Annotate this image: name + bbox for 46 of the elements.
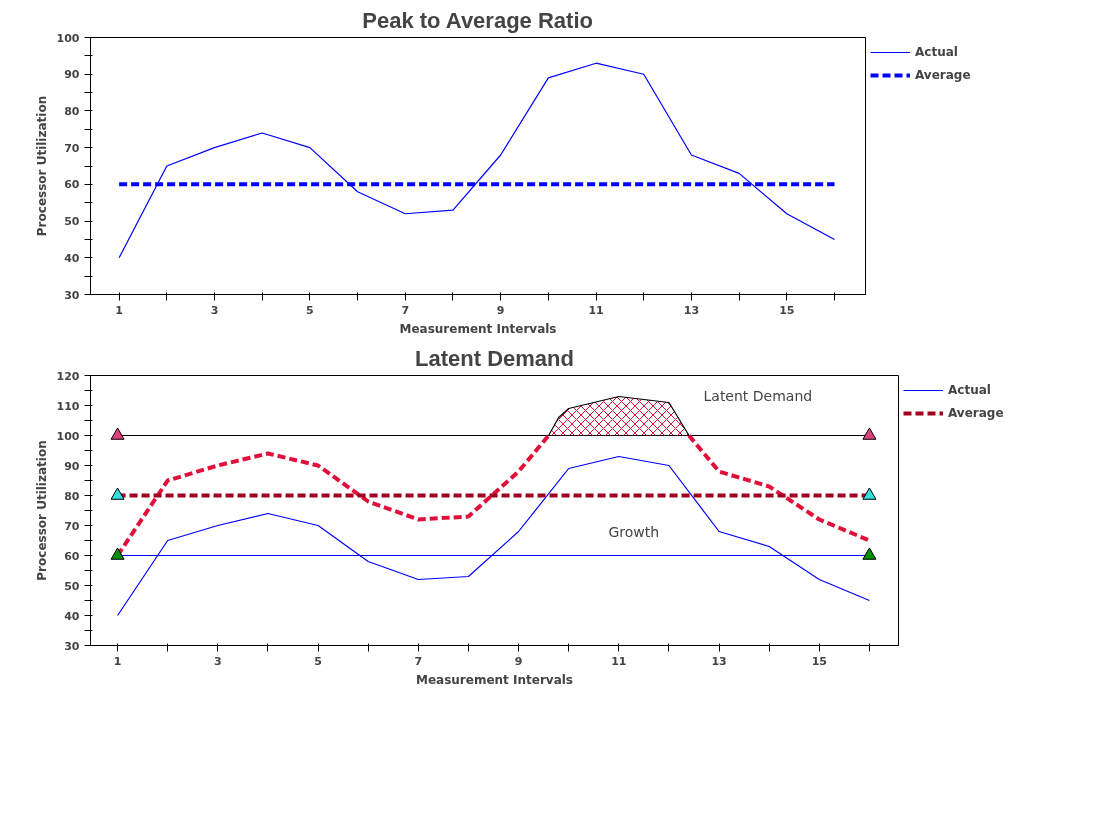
y-tick-label: 80 bbox=[64, 489, 80, 503]
x-axis-title: Measurement Intervals bbox=[416, 672, 573, 687]
y-axis-title: Processor Utilization bbox=[34, 440, 49, 581]
x-tick-label: 3 bbox=[213, 654, 222, 668]
chart-title: Latent Demand bbox=[415, 345, 574, 371]
y-tick-label: 100 bbox=[56, 429, 80, 443]
x-tick-label: 9 bbox=[496, 303, 505, 317]
x-tick-label: 11 bbox=[588, 303, 604, 317]
y-tick-label: 80 bbox=[64, 104, 80, 118]
x-tick-label: 3 bbox=[210, 303, 219, 317]
y-tick-label: 40 bbox=[64, 251, 80, 265]
y-tick-label: 70 bbox=[64, 141, 80, 155]
legend-label: Average bbox=[948, 406, 1004, 420]
x-tick-label: 13 bbox=[683, 303, 700, 317]
x-tick-label: 5 bbox=[314, 654, 322, 668]
y-tick-label: 40 bbox=[64, 609, 80, 623]
y-tick-label: 30 bbox=[64, 288, 80, 302]
y-tick-label: 90 bbox=[64, 68, 80, 82]
y-tick-label: 100 bbox=[56, 31, 80, 45]
legend-label: Average bbox=[915, 68, 971, 82]
x-tick-label: 9 bbox=[514, 654, 523, 668]
x-tick-label: 13 bbox=[711, 654, 727, 668]
y-tick-label: 120 bbox=[56, 369, 80, 383]
y-axis-title: Processor Utilization bbox=[34, 95, 49, 237]
legend-label: Actual bbox=[948, 383, 991, 397]
y-tick-label: 60 bbox=[64, 178, 80, 192]
annotation: Latent Demand bbox=[703, 387, 813, 404]
y-tick-label: 50 bbox=[64, 579, 80, 593]
y-tick-label: 50 bbox=[64, 215, 80, 229]
x-tick-label: 7 bbox=[414, 654, 423, 668]
x-tick-label: 5 bbox=[306, 303, 314, 317]
x-tick-label: 7 bbox=[401, 303, 410, 317]
y-tick-label: 90 bbox=[64, 459, 80, 473]
y-tick-label: 110 bbox=[56, 399, 80, 413]
y-tick-label: 70 bbox=[64, 519, 80, 533]
x-tick-label: 15 bbox=[779, 303, 795, 317]
annotation: Growth bbox=[608, 523, 660, 540]
x-tick-label: 1 bbox=[113, 654, 122, 668]
chart-title: Peak to Average Ratio bbox=[362, 7, 593, 33]
x-tick-label: 11 bbox=[611, 654, 627, 668]
y-tick-label: 60 bbox=[64, 549, 80, 563]
x-tick-label: 1 bbox=[115, 303, 123, 317]
x-axis-title: Measurement Intervals bbox=[399, 321, 557, 336]
x-tick-label: 15 bbox=[811, 654, 827, 668]
y-tick-label: 30 bbox=[64, 639, 80, 653]
legend-label: Actual bbox=[915, 45, 958, 59]
